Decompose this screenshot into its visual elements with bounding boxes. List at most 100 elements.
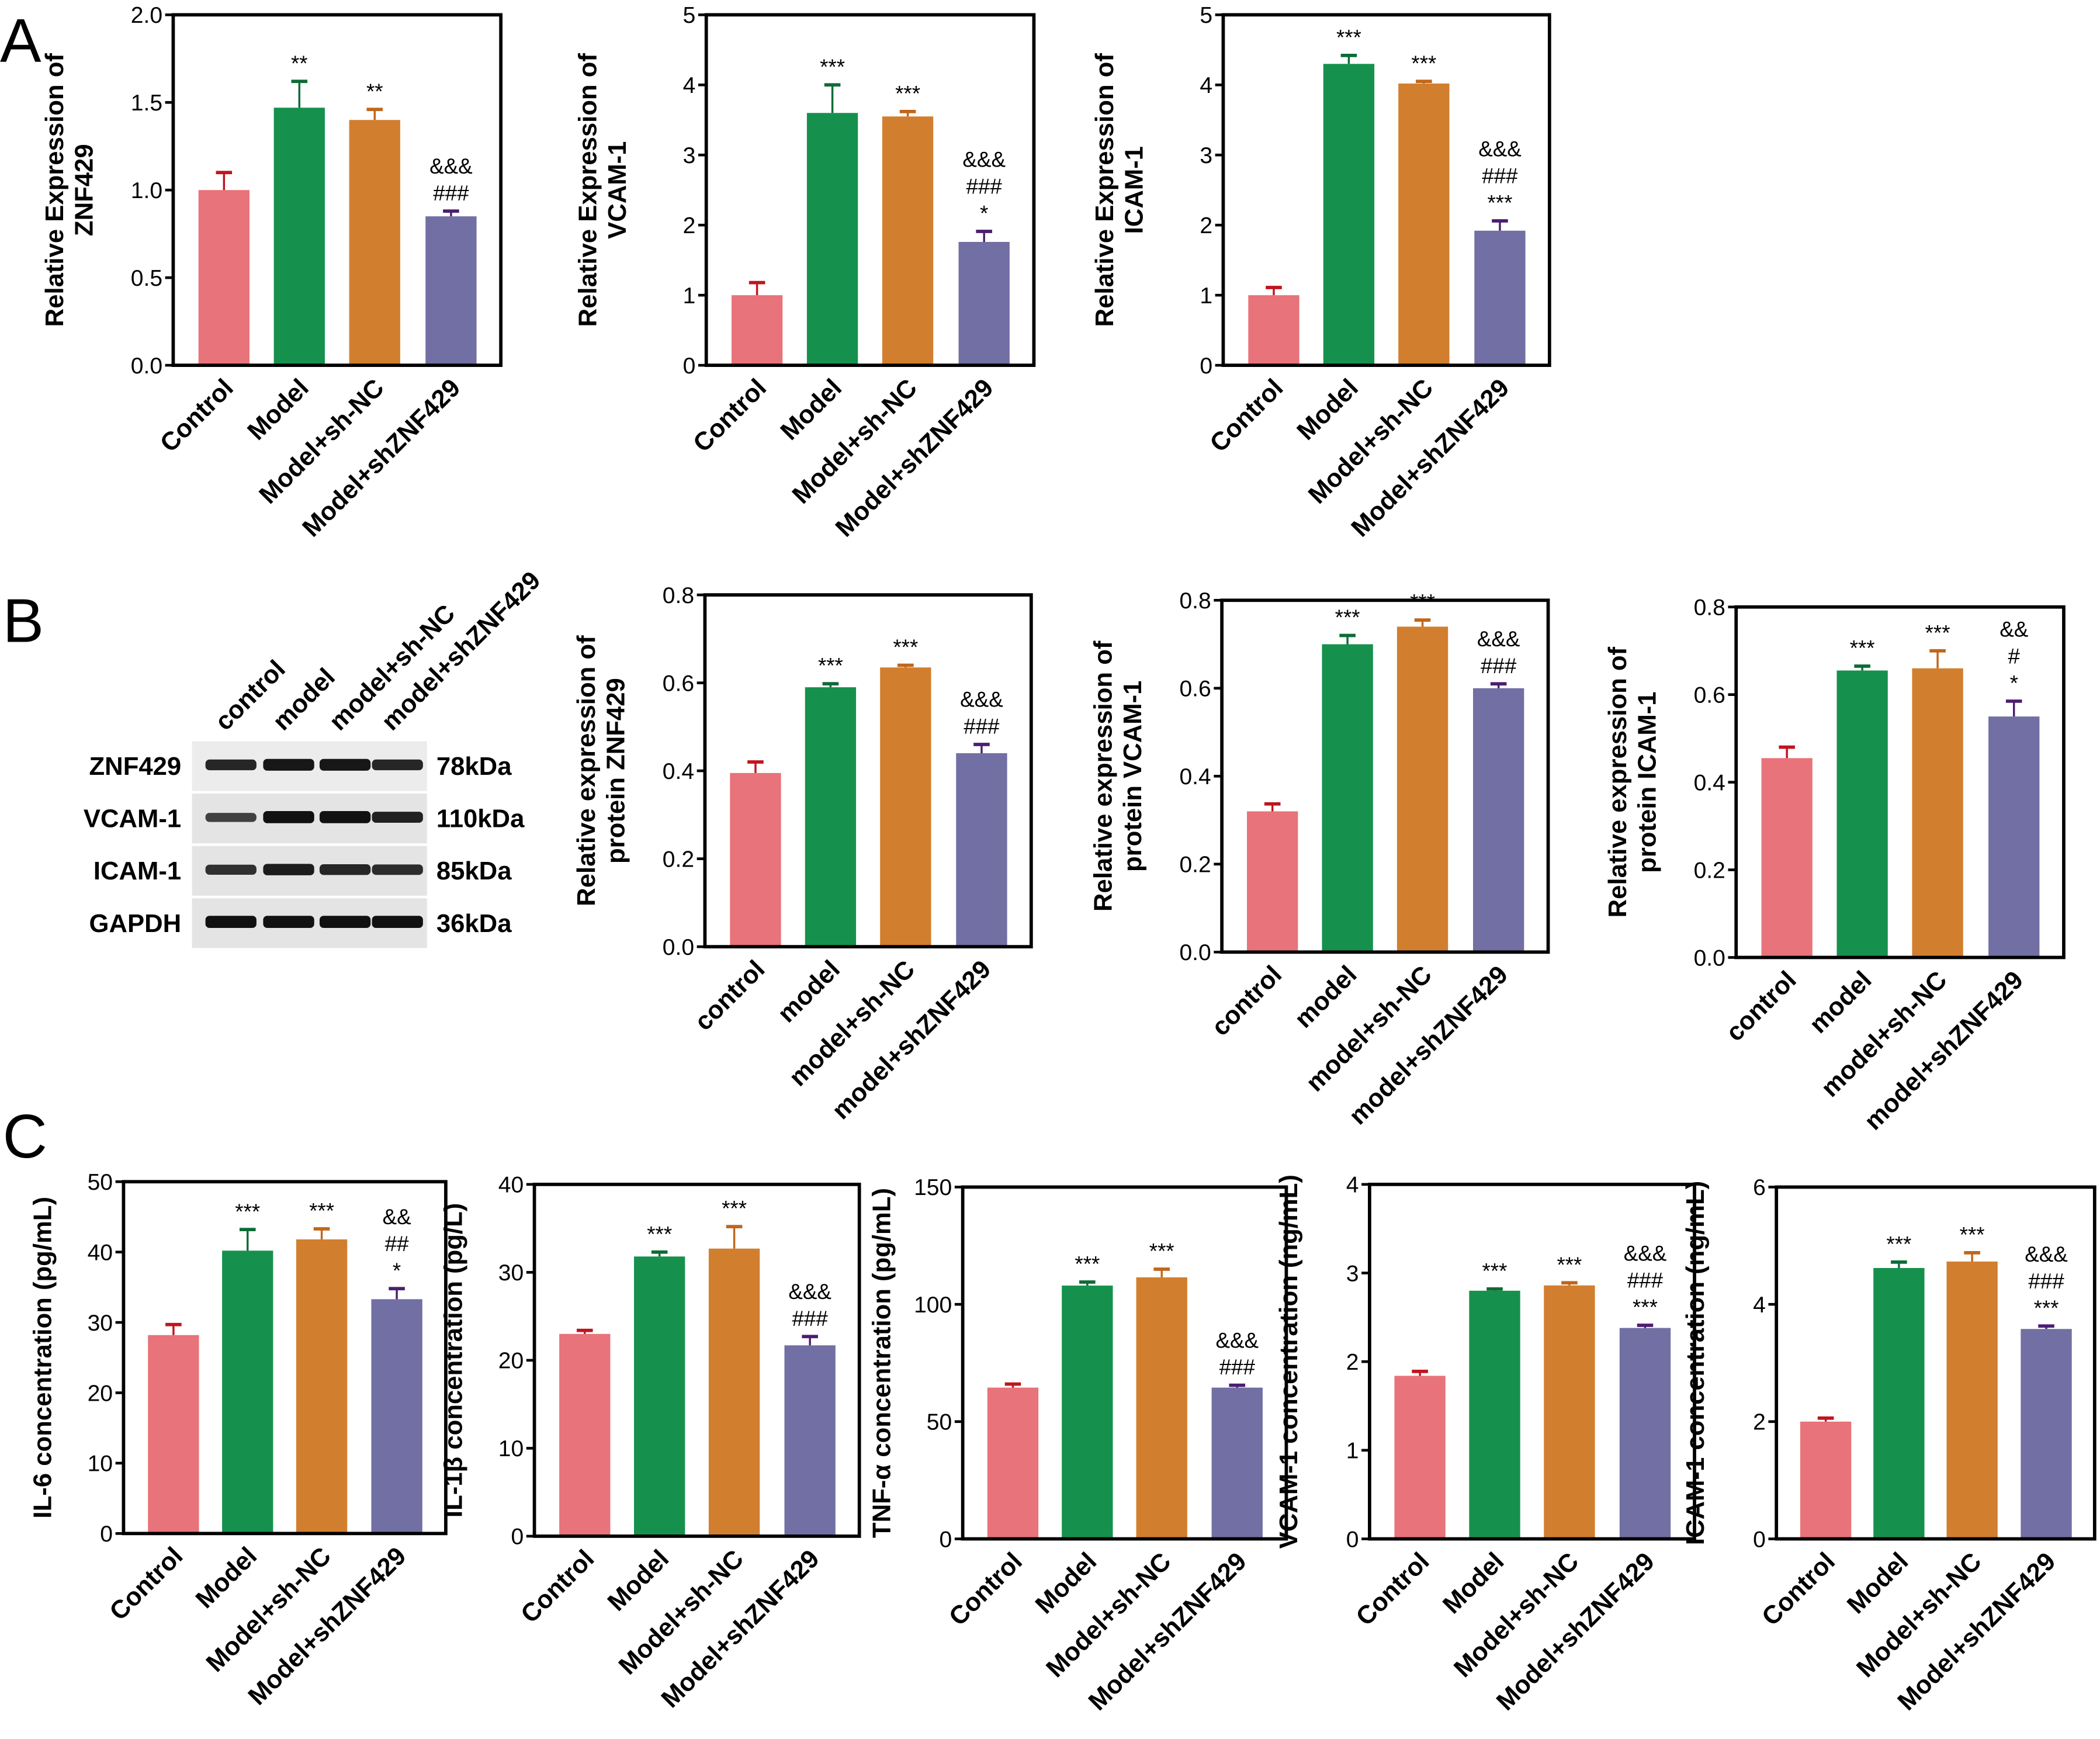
y-tick-label: 0.0	[131, 354, 162, 379]
y-axis-label: Relative expression of	[1089, 640, 1118, 912]
bar	[634, 1256, 685, 1536]
chart-5: control***model***model+sh-NC&&&###model…	[1089, 588, 1550, 1130]
significance-label: ###	[792, 1307, 828, 1331]
plot-frame	[961, 1185, 1288, 1541]
significance-label: *	[2010, 671, 2018, 695]
y-tick-label: 0.2	[1694, 858, 1725, 883]
protein-name: ZNF429	[89, 752, 182, 781]
significance-label: *	[980, 202, 988, 226]
bar	[273, 108, 325, 366]
y-tick-label: 5	[683, 3, 696, 28]
category-label: Model	[602, 1544, 674, 1617]
significance-label: &&&	[2025, 1242, 2068, 1266]
y-axis-label: VCAM-1 concentration (ng/mL)	[1274, 1175, 1303, 1549]
y-tick-label: 0	[1200, 354, 1212, 379]
y-tick-label: 2	[1200, 213, 1212, 238]
bar	[1062, 1286, 1113, 1539]
category-label: model	[1289, 960, 1363, 1034]
molecular-weight: 36kDa	[436, 909, 512, 938]
panel-label-b: B	[3, 586, 44, 655]
protein-band	[372, 759, 423, 771]
panel-label-a: A	[0, 6, 41, 75]
category-label: Control	[688, 373, 772, 458]
significance-label: ***	[1557, 1253, 1582, 1277]
bar	[371, 1299, 422, 1534]
y-tick-label: 30	[498, 1260, 524, 1286]
bar	[1946, 1261, 1998, 1539]
y-tick-label: 0.8	[663, 583, 694, 608]
y-tick-label: 30	[88, 1311, 113, 1336]
plot-frame	[1220, 598, 1550, 954]
significance-label: ***	[1410, 590, 1435, 614]
significance-label: ###	[2028, 1269, 2064, 1293]
chart-4: control***model***model+sh-NC&&&###model…	[572, 583, 1033, 1125]
significance-label: ###	[966, 175, 1003, 199]
protein-band	[205, 759, 257, 771]
category-label: Model	[1291, 373, 1364, 446]
y-tick-label: 0.8	[1179, 588, 1211, 614]
significance-label: ***	[647, 1222, 672, 1246]
category-label: control	[1720, 965, 1801, 1047]
plot-frame	[1775, 1185, 2096, 1541]
category-label: Control	[944, 1547, 1028, 1631]
y-tick-label: 40	[88, 1240, 113, 1265]
y-tick-label: 40	[498, 1173, 524, 1198]
bar	[1473, 688, 1524, 952]
significance-label: ***	[235, 1200, 260, 1224]
protein-band	[263, 758, 314, 771]
category-label: Control	[154, 373, 238, 458]
y-tick-label: 0.2	[1179, 853, 1211, 878]
y-tick-label: 10	[88, 1452, 113, 1477]
protein-band	[319, 758, 371, 771]
significance-label: ***	[895, 82, 920, 106]
chart-2: Control***Model***Model+sh-NC&&&###*Mode…	[573, 3, 1036, 542]
bar	[956, 753, 1007, 947]
y-tick-label: 0	[100, 1522, 113, 1547]
bar	[1544, 1285, 1595, 1539]
y-axis-label: ICAM-1 concentration (ng/mL)	[1681, 1181, 1710, 1545]
significance-label: &&&	[788, 1280, 831, 1304]
protein-band	[319, 916, 371, 928]
bar	[1211, 1387, 1263, 1539]
bar	[1394, 1376, 1446, 1539]
y-tick-label: 0	[940, 1527, 952, 1552]
significance-label: ***	[1960, 1222, 1985, 1246]
y-tick-label: 0.0	[663, 935, 694, 960]
category-label: Model	[242, 373, 314, 446]
significance-label: ###	[1481, 654, 1517, 678]
y-tick-label: 50	[927, 1410, 952, 1435]
chart-9: Control***Model***Model+sh-NC&&&###Model…	[868, 1175, 1288, 1716]
significance-label: ###	[1482, 164, 1518, 188]
protein-band	[205, 864, 257, 875]
significance-label: &&&	[1477, 627, 1520, 651]
y-axis-label: ICAM-1	[1120, 146, 1149, 234]
y-tick-label: 0.6	[1694, 683, 1725, 708]
y-tick-label: 0.4	[1179, 764, 1211, 789]
chart-1: Control**Model**Model+sh-NC&&&###Model+s…	[40, 3, 503, 542]
bar	[1761, 758, 1813, 958]
y-axis-label: VCAM-1	[603, 141, 632, 239]
y-tick-label: 3	[683, 143, 696, 168]
category-label: Model+sh-NC	[1851, 1547, 1987, 1683]
bar	[1398, 83, 1450, 366]
category-label: Model	[1842, 1547, 1914, 1619]
significance-label: *	[393, 1259, 401, 1283]
significance-label: ***	[1633, 1295, 1658, 1319]
bar	[958, 242, 1010, 366]
y-tick-label: 0.0	[1179, 940, 1211, 965]
y-tick-label: 0.4	[663, 759, 694, 784]
bar	[1469, 1290, 1520, 1539]
y-tick-label: 1	[683, 283, 696, 309]
molecular-weight: 78kDa	[436, 752, 512, 781]
y-tick-label: 20	[498, 1349, 524, 1374]
category-label: Control	[515, 1544, 599, 1629]
y-tick-label: 6	[1753, 1175, 1766, 1200]
category-label: model	[1804, 965, 1877, 1039]
bar	[222, 1250, 273, 1534]
significance-label: &&&	[962, 148, 1006, 172]
y-tick-label: 150	[914, 1175, 952, 1200]
significance-label: ***	[309, 1199, 334, 1223]
y-tick-label: 2	[1346, 1350, 1359, 1375]
y-tick-label: 1	[1346, 1439, 1359, 1464]
western-blot: controlmodelmodel+sh-NCmodel+shZNF429ZNF…	[84, 566, 546, 948]
